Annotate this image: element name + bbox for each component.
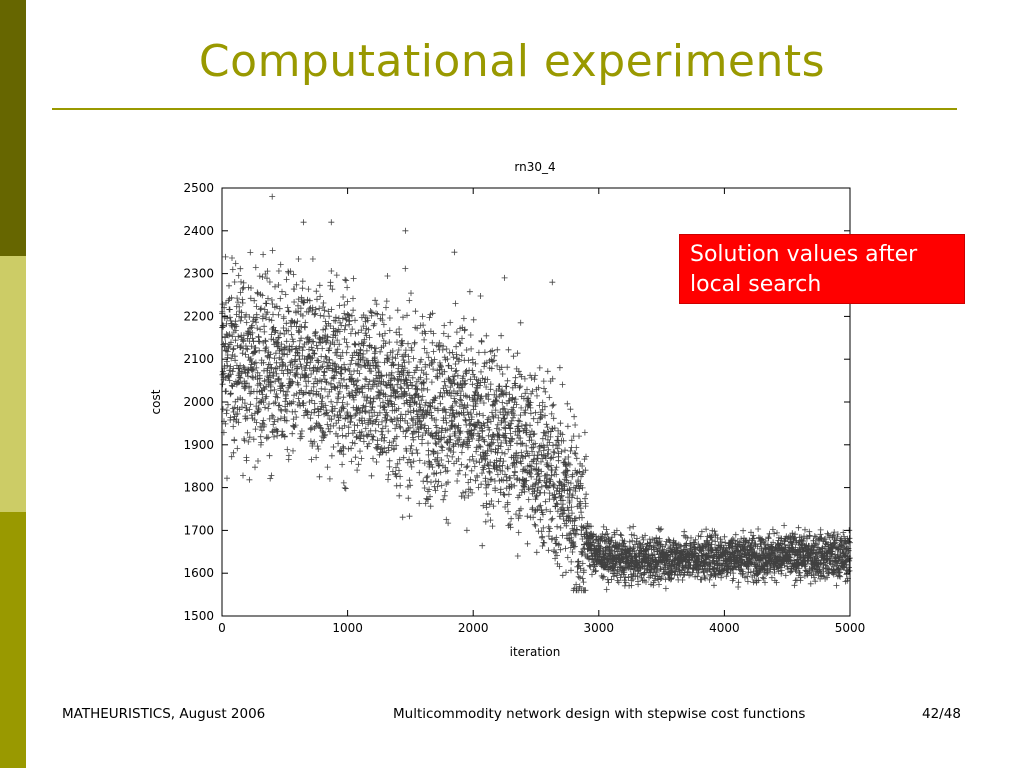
y-tick-label: 2400 [183, 224, 214, 238]
sidebar-band-middle [0, 256, 26, 512]
y-tick-label: 2200 [183, 309, 214, 323]
x-tick-label: 5000 [835, 621, 866, 635]
x-axis-label: iteration [510, 645, 561, 659]
footer-page-number: 42/48 [922, 706, 961, 722]
chart-title: rn30_4 [514, 160, 555, 174]
y-tick-label: 1800 [183, 481, 214, 495]
y-axis-label: cost [149, 389, 163, 414]
sidebar-band-top [0, 0, 26, 256]
y-tick-label: 1600 [183, 566, 214, 580]
y-tick-label: 2300 [183, 267, 214, 281]
x-tick-label: 1000 [332, 621, 363, 635]
plot-area: 0 1000 2000 3000 4000 5000 1500 1600 1700 1800 190… [183, 181, 865, 635]
x-tick-label: 0 [218, 621, 226, 635]
x-tick-label: 2000 [458, 621, 489, 635]
scatter-chart: rn30_4 0 1000 2000 3000 4000 5000 1500 1600 1700… [149, 160, 865, 659]
y-tick-label: 2000 [183, 395, 214, 409]
footer-conference: MATHEURISTICS, August 2006 [62, 706, 266, 722]
y-tick-label: 1500 [183, 609, 214, 623]
x-tick-label: 4000 [709, 621, 740, 635]
title-divider [52, 108, 957, 110]
y-tick-label: 1700 [183, 523, 214, 537]
y-tick-label: 2500 [183, 181, 214, 195]
slide-title: Computational experiments [198, 36, 826, 87]
sidebar-band-bottom [0, 512, 26, 768]
footer-talk-title: Multicommodity network design with stepw… [393, 706, 806, 722]
x-tick-label: 3000 [584, 621, 615, 635]
callout-box: Solution values after local search [679, 234, 965, 304]
scatter-points [219, 193, 853, 594]
y-tick-label: 2100 [183, 352, 214, 366]
y-tick-label: 1900 [183, 438, 214, 452]
